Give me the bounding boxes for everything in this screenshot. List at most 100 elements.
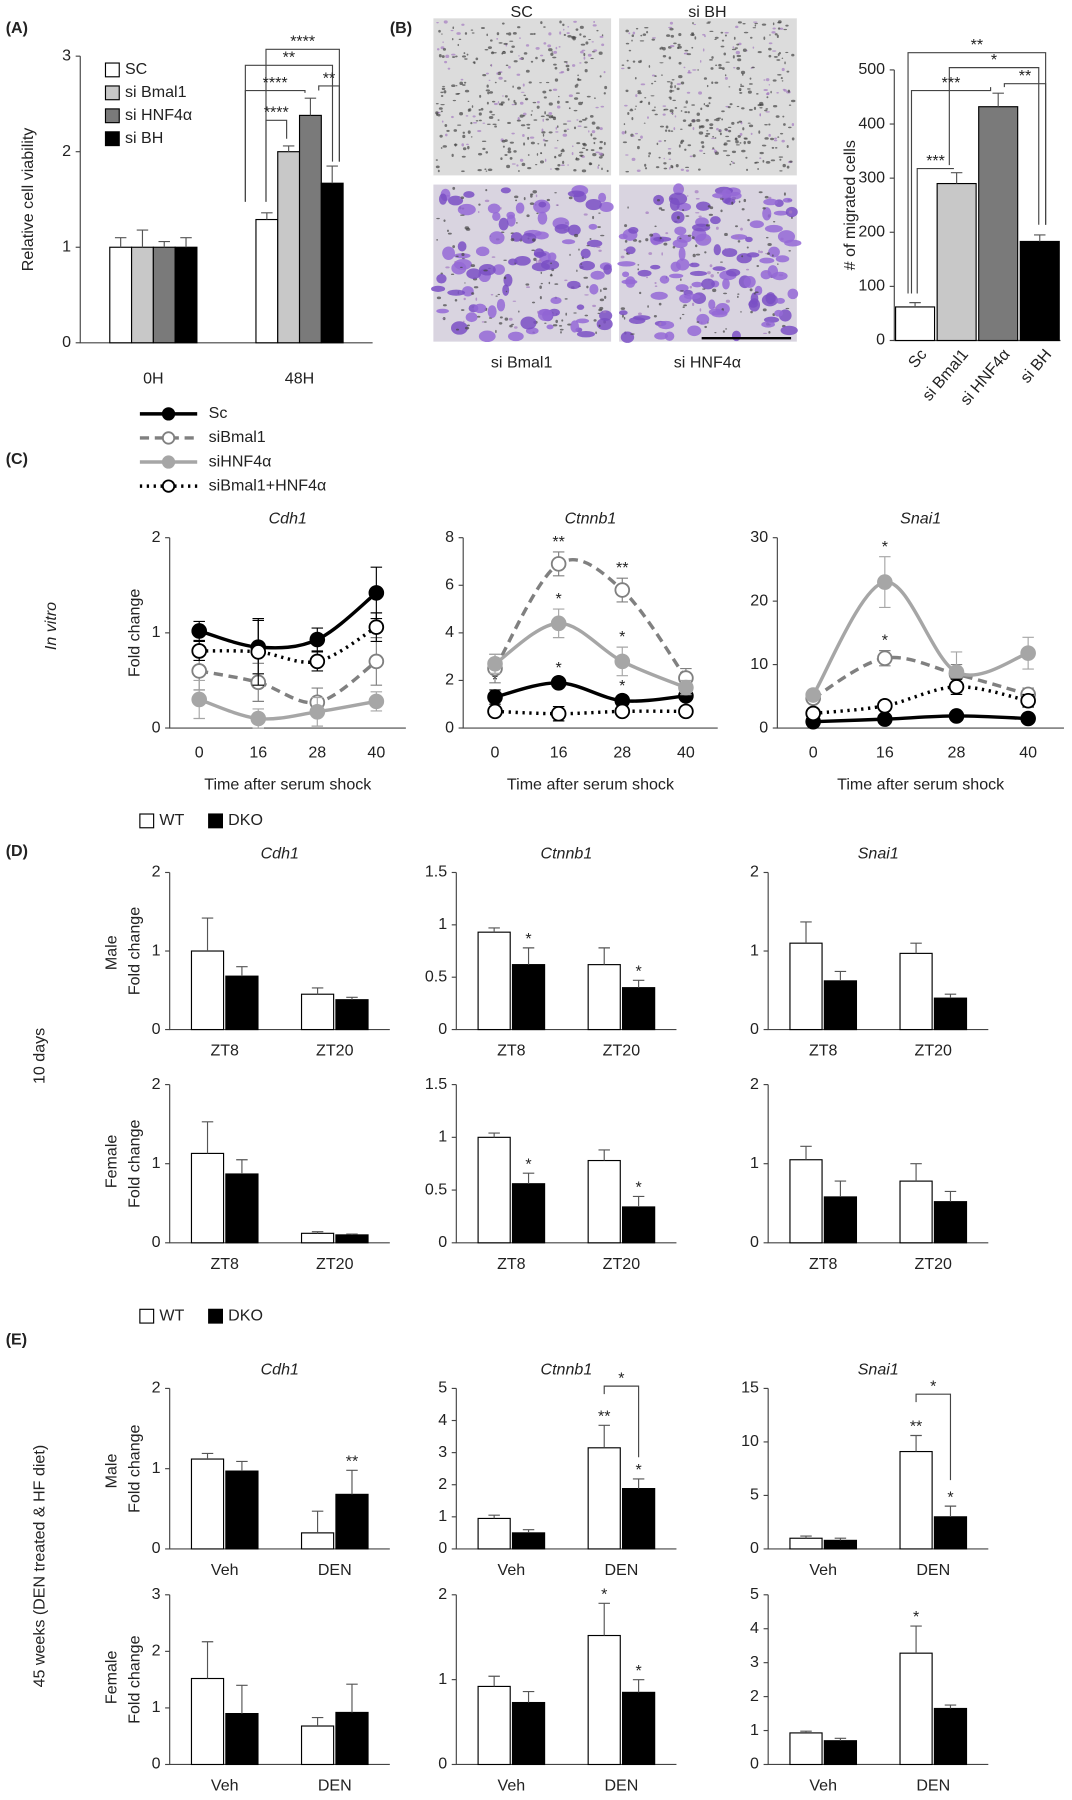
cell-stain [519, 37, 521, 39]
cell-stain [472, 61, 475, 64]
cell-stain [747, 122, 751, 124]
error-bar [201, 917, 214, 952]
y-tick-label: 2 [62, 142, 71, 160]
marker [250, 644, 267, 660]
cell-stain [708, 102, 711, 105]
cell-stain [599, 201, 614, 212]
cell-stain [584, 314, 589, 317]
legend-label: si Bmal1 [125, 83, 187, 101]
cell-stain [440, 91, 444, 94]
line [813, 714, 1029, 724]
cell-stain [786, 144, 789, 148]
cell-stain [680, 81, 685, 85]
error-bar [944, 1704, 957, 1709]
y-tick-label: 2 [152, 1642, 161, 1660]
cell-stain [777, 73, 782, 76]
x-tick-label: DEN [916, 1776, 950, 1794]
cell-stain [768, 123, 771, 126]
cell-stain [747, 218, 750, 222]
cell-stain [526, 286, 531, 289]
cell-stain [527, 167, 532, 170]
line [494, 621, 687, 690]
cell-stain [596, 318, 613, 331]
y-tick-label: 500 [858, 60, 885, 78]
cell-stain [702, 48, 705, 52]
cell-stain [723, 292, 728, 295]
cell-stain [457, 203, 476, 216]
marker [678, 679, 694, 696]
cell-stain [599, 298, 605, 302]
cell-stain [542, 90, 547, 94]
cell-stain [533, 257, 537, 261]
cell-stain [554, 156, 557, 159]
cell-stain [508, 317, 513, 321]
cell-stain [535, 46, 540, 50]
cell-stain [508, 65, 511, 69]
x-tick-label: 16 [249, 743, 267, 761]
cell-stain [490, 294, 494, 296]
cell-stain [496, 32, 500, 36]
cell-stain [631, 157, 636, 161]
cell-stain [440, 110, 443, 113]
cell-stain [532, 238, 536, 242]
cell-stain [518, 310, 520, 313]
cell-stain [568, 94, 573, 98]
cell-stain [741, 208, 745, 211]
cell-stain [763, 332, 768, 334]
cell-stain [783, 123, 786, 126]
cell-stain [543, 96, 547, 99]
x-tick-label: DEN [604, 1561, 638, 1579]
cell-stain [489, 231, 505, 245]
error-bar [311, 1231, 324, 1234]
legend-label: siBmal1 [209, 428, 266, 446]
cell-stain [431, 285, 446, 292]
cell-stain [531, 249, 536, 251]
cell-stain [549, 168, 552, 170]
bar [789, 942, 823, 1031]
cell-stain [459, 197, 462, 200]
cell-stain [539, 54, 544, 57]
cell-stain [632, 135, 635, 137]
cell-stain [442, 246, 455, 260]
cell-stain [522, 112, 527, 116]
cell-stain [546, 198, 550, 202]
cell-stain [654, 113, 658, 116]
error-bar [522, 1172, 535, 1184]
cell-stain [447, 67, 451, 70]
cell-stain [675, 284, 689, 292]
cell-stain [664, 129, 668, 132]
row-label: Male [103, 935, 121, 970]
cell-stain [741, 107, 745, 110]
marker [550, 556, 567, 572]
cell-stain [659, 62, 664, 64]
cell-stain [638, 60, 642, 64]
cell-stain [743, 198, 747, 203]
cell-stain [730, 234, 748, 240]
error-bar [992, 92, 1004, 107]
cell-stain [518, 57, 523, 60]
cell-stain [585, 148, 589, 151]
cell-stain [489, 110, 493, 114]
cell-stain [466, 53, 469, 56]
cell-stain [736, 54, 742, 58]
bar [109, 246, 133, 344]
cell-stain [759, 257, 775, 264]
cell-stain [709, 264, 713, 268]
line [198, 591, 378, 650]
cell-stain [498, 76, 503, 80]
error-bar [282, 145, 295, 152]
cell-stain [708, 96, 712, 100]
cell-stain [452, 245, 456, 249]
significance: ** [346, 1452, 359, 1470]
cell-stain [586, 95, 591, 98]
cell-stain [692, 154, 696, 158]
bar [895, 306, 936, 342]
cell-stain [485, 151, 489, 154]
marker [191, 643, 208, 659]
cell-stain [539, 285, 542, 289]
cell-stain [765, 92, 770, 96]
cell-stain [464, 282, 466, 284]
cell-stain [637, 90, 641, 93]
cell-stain [746, 246, 749, 249]
cell-stain [551, 114, 554, 119]
